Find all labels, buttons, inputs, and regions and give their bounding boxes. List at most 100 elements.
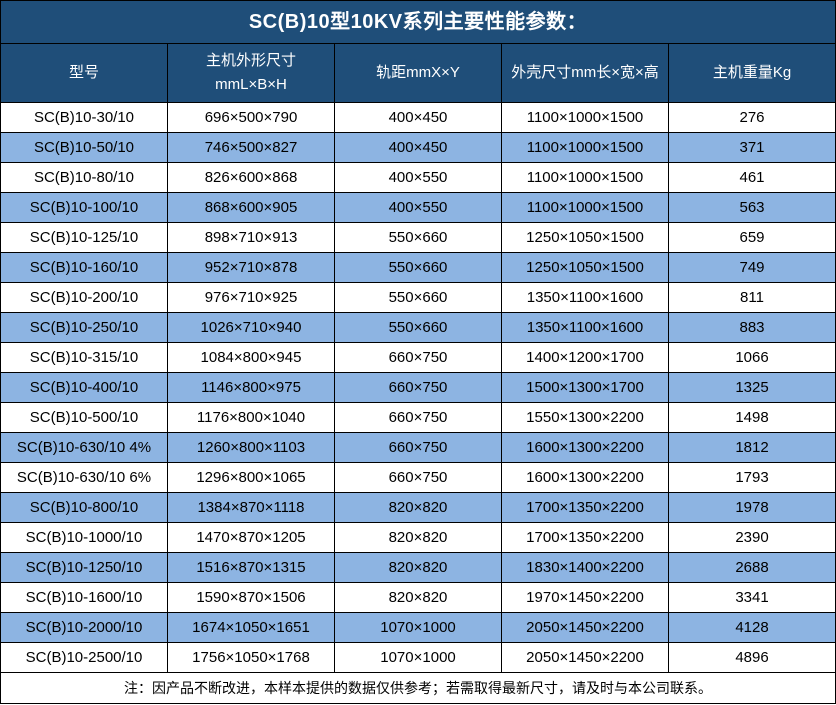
- table-cell: 1100×1000×1500: [501, 102, 669, 133]
- table-cell: 1250×1050×1500: [501, 222, 669, 253]
- table-cell: 276: [668, 102, 836, 133]
- table-cell: 696×500×790: [167, 102, 335, 133]
- table-row: SC(B)10-800/10 1384×870×1118 820×820 1700×1…: [0, 492, 836, 523]
- table-cell: 976×710×925: [167, 282, 335, 313]
- table-cell: 1250×1050×1500: [501, 252, 669, 283]
- table-cell: 1066: [668, 342, 836, 373]
- table-cell: 3341: [668, 582, 836, 613]
- table-cell: SC(B)10-160/10: [0, 252, 168, 283]
- table-cell: 1812: [668, 432, 836, 463]
- table-cell: 400×550: [334, 192, 502, 223]
- table-cell: 2050×1450×2200: [501, 612, 669, 643]
- table-row: SC(B)10-50/10 746×500×827 400×450 1100×1000…: [0, 132, 836, 163]
- table-cell: SC(B)10-1000/10: [0, 522, 168, 553]
- table-cell: 811: [668, 282, 836, 313]
- table-cell: SC(B)10-630/10 4%: [0, 432, 168, 463]
- table-cell: 660×750: [334, 432, 502, 463]
- table-row: SC(B)10-500/10 1176×800×1040 660×750 1550×1…: [0, 402, 836, 433]
- table-cell: 1600×1300×2200: [501, 462, 669, 493]
- table-row: SC(B)10-630/10 4% 1260×800×1103 660×750 160…: [0, 432, 836, 463]
- table-cell: 1756×1050×1768: [167, 642, 335, 673]
- spec-table: 型号 主机外形尺寸 mmL×B×H 轨距mmX×Y 外壳尺寸mm长×宽×高 主机重量Kg…: [0, 43, 836, 704]
- table-row: SC(B)10-100/10 868×600×905 400×550 1100×100…: [0, 192, 836, 223]
- column-header: 主机外形尺寸 mmL×B×H: [167, 43, 335, 103]
- table-cell: 660×750: [334, 402, 502, 433]
- table-cell: 1400×1200×1700: [501, 342, 669, 373]
- table-cell: SC(B)10-250/10: [0, 312, 168, 343]
- table-cell: 660×750: [334, 372, 502, 403]
- table-cell: SC(B)10-200/10: [0, 282, 168, 313]
- table-cell: 1325: [668, 372, 836, 403]
- table-cell: 400×450: [334, 132, 502, 163]
- table-cell: 1350×1100×1600: [501, 312, 669, 343]
- table-cell: 550×660: [334, 252, 502, 283]
- table-cell: 746×500×827: [167, 132, 335, 163]
- table-cell: SC(B)10-500/10: [0, 402, 168, 433]
- table-cell: 1700×1350×2200: [501, 492, 669, 523]
- table-cell: SC(B)10-315/10: [0, 342, 168, 373]
- table-cell: 1590×870×1506: [167, 582, 335, 613]
- table-cell: 1350×1100×1600: [501, 282, 669, 313]
- table-cell: 550×660: [334, 222, 502, 253]
- table-cell: 1793: [668, 462, 836, 493]
- column-header: 主机重量Kg: [668, 43, 836, 103]
- table-cell: SC(B)10-50/10: [0, 132, 168, 163]
- table-row: SC(B)10-30/10 696×500×790 400×450 1100×1000…: [0, 102, 836, 133]
- table-cell: 1260×800×1103: [167, 432, 335, 463]
- table-cell: 1100×1000×1500: [501, 162, 669, 193]
- table-cell: 1070×1000: [334, 642, 502, 673]
- table-cell: SC(B)10-100/10: [0, 192, 168, 223]
- table-cell: 883: [668, 312, 836, 343]
- column-header: 型号: [0, 43, 168, 103]
- table-cell: SC(B)10-80/10: [0, 162, 168, 193]
- table-cell: SC(B)10-800/10: [0, 492, 168, 523]
- table-cell: 2050×1450×2200: [501, 642, 669, 673]
- table-cell: 1146×800×975: [167, 372, 335, 403]
- table-cell: 1084×800×945: [167, 342, 335, 373]
- table-cell: SC(B)10-2000/10: [0, 612, 168, 643]
- table-cell: 2390: [668, 522, 836, 553]
- table-row: SC(B)10-1250/10 1516×870×1315 820×820 1830×…: [0, 552, 836, 583]
- table-cell: 1498: [668, 402, 836, 433]
- table-cell: 660×750: [334, 462, 502, 493]
- table-cell: 1296×800×1065: [167, 462, 335, 493]
- header-row: 型号 主机外形尺寸 mmL×B×H 轨距mmX×Y 外壳尺寸mm长×宽×高 主机重量Kg: [0, 43, 836, 103]
- table-cell: 1970×1450×2200: [501, 582, 669, 613]
- table-cell: 660×750: [334, 342, 502, 373]
- table-cell: 1516×870×1315: [167, 552, 335, 583]
- table-cell: 868×600×905: [167, 192, 335, 223]
- table-cell: 1500×1300×1700: [501, 372, 669, 403]
- table-cell: 550×660: [334, 282, 502, 313]
- table-cell: SC(B)10-1250/10: [0, 552, 168, 583]
- table-cell: 1176×800×1040: [167, 402, 335, 433]
- table-cell: 1600×1300×2200: [501, 432, 669, 463]
- table-row: SC(B)10-250/10 1026×710×940 550×660 1350×11…: [0, 312, 836, 343]
- table-row: SC(B)10-1600/10 1590×870×1506 820×820 1970×…: [0, 582, 836, 613]
- table-row: SC(B)10-200/10 976×710×925 550×660 1350×110…: [0, 282, 836, 313]
- table-cell: SC(B)10-630/10 6%: [0, 462, 168, 493]
- table-cell: 563: [668, 192, 836, 223]
- table-cell: 400×450: [334, 102, 502, 133]
- table-row: SC(B)10-630/10 6% 1296×800×1065 660×750 160…: [0, 462, 836, 493]
- table-cell: 952×710×878: [167, 252, 335, 283]
- note-row: 注：因产品不断改进，本样本提供的数据仅供参考；若需取得最新尺寸，请及时与本公司联…: [0, 672, 836, 704]
- table-cell: 898×710×913: [167, 222, 335, 253]
- table-cell: 820×820: [334, 492, 502, 523]
- table-body: SC(B)10-30/10 696×500×790 400×450 1100×1000…: [0, 102, 836, 673]
- page-title: SC(B)10型10KV系列主要性能参数：: [0, 0, 836, 44]
- table-note: 注：因产品不断改进，本样本提供的数据仅供参考；若需取得最新尺寸，请及时与本公司联…: [0, 672, 836, 704]
- table-cell: 1830×1400×2200: [501, 552, 669, 583]
- table-cell: 820×820: [334, 582, 502, 613]
- table-cell: 1070×1000: [334, 612, 502, 643]
- table-cell: 820×820: [334, 522, 502, 553]
- table-cell: 1026×710×940: [167, 312, 335, 343]
- table-cell: 371: [668, 132, 836, 163]
- table-cell: 659: [668, 222, 836, 253]
- table-row: SC(B)10-80/10 826×600×868 400×550 1100×1000…: [0, 162, 836, 193]
- table-cell: 1470×870×1205: [167, 522, 335, 553]
- table-row: SC(B)10-125/10 898×710×913 550×660 1250×105…: [0, 222, 836, 253]
- table-cell: 4896: [668, 642, 836, 673]
- table-cell: 400×550: [334, 162, 502, 193]
- table-cell: 1100×1000×1500: [501, 192, 669, 223]
